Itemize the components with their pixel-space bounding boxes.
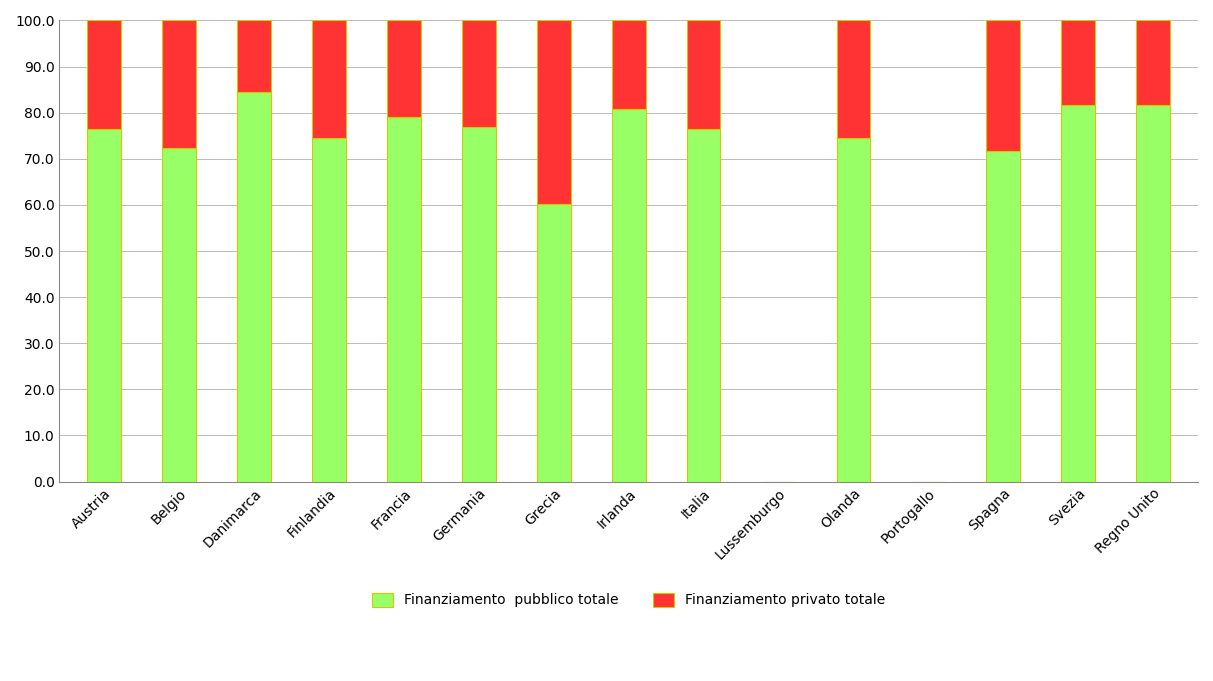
Bar: [687, 20, 721, 129]
Bar: [1061, 20, 1095, 105]
Bar: [837, 20, 870, 138]
Bar: [611, 20, 645, 110]
Bar: [1137, 20, 1169, 105]
Bar: [986, 151, 1020, 481]
Bar: [611, 110, 645, 481]
Bar: [986, 20, 1020, 151]
Bar: [1061, 105, 1095, 481]
Bar: [87, 129, 121, 481]
Bar: [87, 20, 121, 129]
Bar: [238, 92, 270, 481]
Bar: [537, 204, 570, 481]
Bar: [312, 138, 346, 481]
Bar: [387, 20, 421, 117]
Bar: [312, 20, 346, 138]
Bar: [462, 20, 496, 127]
Bar: [387, 117, 421, 481]
Bar: [687, 129, 721, 481]
Bar: [238, 20, 270, 92]
Bar: [163, 20, 197, 148]
Bar: [462, 127, 496, 481]
Bar: [163, 148, 197, 481]
Bar: [1137, 105, 1169, 481]
Legend: Finanziamento  pubblico totale, Finanziamento privato totale: Finanziamento pubblico totale, Finanziam…: [366, 587, 890, 613]
Bar: [837, 138, 870, 481]
Bar: [537, 20, 570, 204]
